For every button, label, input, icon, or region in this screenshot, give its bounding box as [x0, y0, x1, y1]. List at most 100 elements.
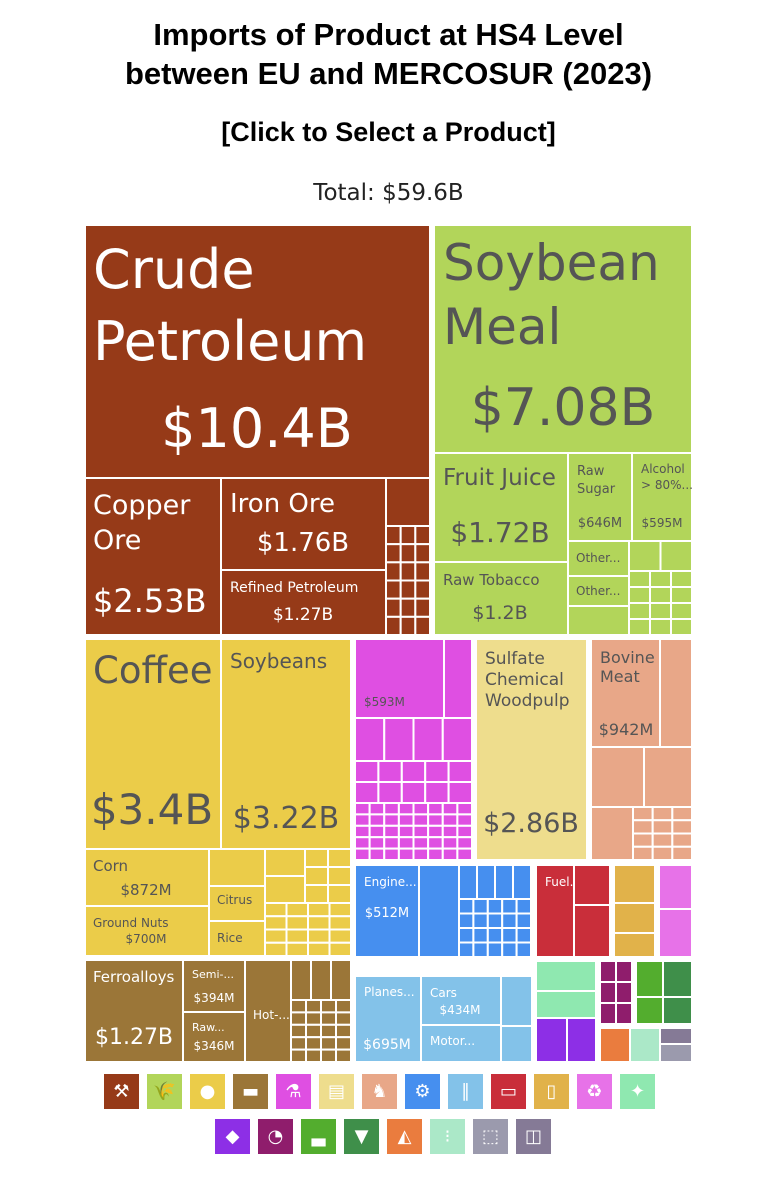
- small-tile[interactable]: [327, 884, 352, 904]
- small-tile[interactable]: [399, 561, 417, 582]
- small-tile[interactable]: [456, 847, 473, 861]
- small-tile[interactable]: [320, 1023, 337, 1039]
- small-tile[interactable]: [443, 638, 473, 719]
- tile-coffee[interactable]: [84, 638, 222, 850]
- small-tile[interactable]: [659, 540, 693, 572]
- tile-raw-metal[interactable]: [182, 1011, 246, 1063]
- small-tile[interactable]: [383, 836, 400, 850]
- small-tile[interactable]: [472, 898, 489, 915]
- pig-icon[interactable]: ♞: [362, 1074, 397, 1109]
- small-tile[interactable]: [385, 579, 402, 600]
- small-tile[interactable]: [573, 864, 611, 906]
- small-tile[interactable]: [441, 836, 459, 850]
- small-tile[interactable]: [414, 561, 432, 582]
- small-tile[interactable]: [635, 960, 664, 998]
- small-tile[interactable]: [377, 760, 403, 783]
- small-tile[interactable]: [500, 975, 533, 1027]
- small-tile[interactable]: [304, 884, 329, 904]
- small-tile[interactable]: [424, 781, 450, 804]
- small-tile[interactable]: [400, 760, 427, 783]
- small-tile[interactable]: [613, 864, 656, 904]
- small-tile[interactable]: [658, 864, 693, 910]
- small-tile[interactable]: [399, 615, 417, 636]
- small-tile[interactable]: [368, 802, 386, 816]
- small-tile[interactable]: [659, 1043, 693, 1063]
- small-tile[interactable]: [486, 912, 504, 929]
- small-tile[interactable]: [427, 847, 444, 861]
- flask-icon[interactable]: ⚗: [276, 1074, 311, 1109]
- small-tile[interactable]: [599, 960, 617, 983]
- small-tile[interactable]: [285, 928, 309, 944]
- small-tile[interactable]: [418, 864, 460, 958]
- small-tile[interactable]: [515, 912, 532, 929]
- small-tile[interactable]: [304, 866, 329, 886]
- small-tile[interactable]: [354, 836, 371, 850]
- tile-other-1[interactable]: [567, 540, 630, 577]
- small-tile[interactable]: [486, 941, 504, 958]
- tile-fuel[interactable]: [535, 864, 575, 958]
- small-tile[interactable]: [651, 845, 674, 861]
- small-tile[interactable]: [628, 602, 651, 620]
- small-tile[interactable]: [412, 847, 430, 861]
- small-tile[interactable]: [671, 819, 693, 835]
- small-tile[interactable]: [307, 915, 331, 931]
- small-tile[interactable]: [441, 824, 459, 839]
- small-tile[interactable]: [615, 981, 633, 1004]
- small-tile[interactable]: [441, 802, 459, 816]
- small-tile[interactable]: [501, 898, 518, 915]
- small-tile[interactable]: [651, 832, 674, 848]
- small-tile[interactable]: [441, 813, 459, 827]
- small-tile[interactable]: [368, 836, 386, 850]
- small-tile[interactable]: [412, 813, 430, 827]
- small-tile[interactable]: [615, 960, 633, 983]
- small-tile[interactable]: [412, 824, 430, 839]
- small-tile[interactable]: [649, 570, 672, 588]
- small-tile[interactable]: [412, 717, 444, 762]
- small-tile[interactable]: [399, 597, 417, 618]
- small-tile[interactable]: [414, 543, 432, 564]
- small-tile[interactable]: [399, 579, 417, 600]
- bullets-icon[interactable]: ⁝: [430, 1119, 465, 1154]
- diamond-icon[interactable]: ◆: [215, 1119, 250, 1154]
- tile-sulfate-woodpulp[interactable]: [475, 638, 588, 861]
- tile-alcohol[interactable]: [631, 452, 693, 542]
- small-tile[interactable]: [486, 927, 504, 944]
- small-tile[interactable]: [328, 915, 352, 931]
- small-tile[interactable]: [670, 618, 693, 636]
- tile-refined-petroleum[interactable]: [220, 569, 387, 636]
- small-tile[interactable]: [385, 543, 402, 564]
- small-tile[interactable]: [590, 806, 634, 861]
- small-tile[interactable]: [285, 941, 309, 957]
- small-tile[interactable]: [335, 999, 352, 1014]
- small-tile[interactable]: [397, 836, 415, 850]
- anvil-icon[interactable]: ▬: [233, 1074, 268, 1109]
- small-tile[interactable]: [385, 597, 402, 618]
- small-tile[interactable]: [320, 999, 337, 1014]
- small-tile[interactable]: [368, 813, 386, 827]
- small-tile[interactable]: [535, 990, 597, 1019]
- small-tile[interactable]: [632, 806, 654, 822]
- tile-soybean-meal[interactable]: [433, 224, 693, 454]
- small-tile[interactable]: [307, 941, 331, 957]
- small-tile[interactable]: [456, 836, 473, 850]
- tomato-icon[interactable]: ●: [190, 1074, 225, 1109]
- small-tile[interactable]: [290, 1023, 307, 1039]
- small-tile[interactable]: [599, 1027, 631, 1063]
- small-tile[interactable]: [354, 802, 371, 816]
- small-tile[interactable]: [651, 819, 674, 835]
- small-tile[interactable]: [385, 477, 431, 527]
- small-tile[interactable]: [354, 717, 386, 762]
- recycle-icon[interactable]: ♻: [577, 1074, 612, 1109]
- small-tile[interactable]: [535, 960, 597, 992]
- small-tile[interactable]: [264, 902, 288, 918]
- small-tile[interactable]: [327, 848, 352, 868]
- tile-raw-tobacco[interactable]: [433, 561, 569, 636]
- tile-planes[interactable]: [354, 975, 422, 1063]
- tile-engines[interactable]: [354, 864, 420, 958]
- jar-icon[interactable]: ▯: [534, 1074, 569, 1109]
- small-tile[interactable]: [335, 1048, 352, 1063]
- small-tile[interactable]: [628, 618, 651, 636]
- small-tile[interactable]: [501, 927, 518, 944]
- small-tile[interactable]: [354, 824, 371, 839]
- small-tile[interactable]: [264, 941, 288, 957]
